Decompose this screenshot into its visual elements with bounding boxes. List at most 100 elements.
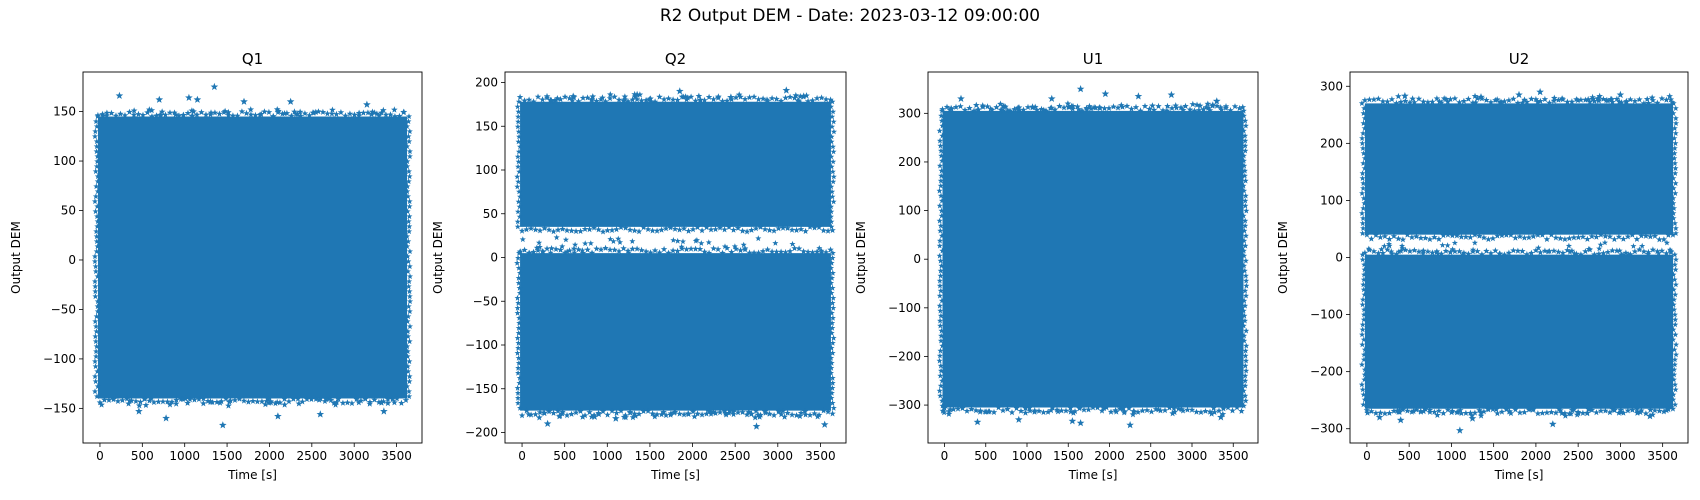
scatter-point — [828, 389, 835, 396]
scatter-point — [515, 299, 522, 306]
scatter-point — [635, 228, 643, 235]
scatter-point — [617, 239, 624, 245]
scatter-point — [276, 399, 284, 406]
scatter-point — [162, 111, 169, 118]
scatter-point — [599, 408, 607, 415]
scatter-outlier — [1076, 419, 1085, 427]
scatter-point — [1390, 407, 1398, 414]
scatter-point — [92, 333, 99, 340]
scatter-point — [566, 95, 573, 102]
scatter-point — [730, 411, 737, 418]
scatter-point — [581, 225, 589, 232]
scatter-point — [191, 396, 198, 403]
y-tick-label: 150 — [53, 105, 76, 119]
scatter-point — [766, 410, 773, 417]
scatter-point — [1363, 406, 1371, 413]
scatter-point — [830, 173, 837, 180]
scatter-point — [1112, 407, 1119, 414]
scatter-point — [1359, 230, 1366, 236]
scatter-point — [1172, 102, 1179, 109]
scatter-point — [1671, 125, 1678, 131]
scatter-point — [547, 96, 555, 104]
scatter-point — [1000, 107, 1007, 114]
scatter-point — [261, 108, 268, 115]
scatter-point — [1406, 99, 1414, 106]
scatter-point — [828, 133, 835, 140]
scatter-point — [406, 223, 413, 230]
scatter-point — [721, 226, 728, 233]
scatter-point — [1584, 235, 1591, 242]
scatter-point — [1672, 230, 1679, 236]
scatter-point — [1361, 306, 1368, 313]
scatter-point — [561, 93, 569, 100]
scatter-point — [1530, 233, 1537, 240]
scatter-point — [1242, 202, 1249, 209]
scatter-point — [269, 113, 277, 120]
scatter-outlier — [569, 92, 577, 100]
scatter-point — [1449, 232, 1456, 239]
scatter-outlier — [210, 82, 219, 91]
scatter-point — [938, 172, 945, 179]
scatter-point — [1067, 404, 1074, 411]
scatter-point — [1523, 98, 1531, 105]
scatter-point — [536, 243, 543, 250]
scatter-point — [1169, 410, 1176, 417]
scatter-point — [1647, 233, 1654, 240]
y-tick-label: 300 — [898, 106, 921, 120]
scatter-point — [698, 411, 706, 418]
scatter-point — [207, 109, 215, 116]
scatter-point — [982, 408, 990, 415]
x-axis-label: Time [s] — [650, 468, 700, 482]
scatter-point — [515, 108, 522, 115]
scatter-point — [1670, 286, 1677, 293]
scatter-point — [1360, 225, 1367, 231]
scatter-point — [945, 410, 953, 417]
scatter-point — [828, 274, 835, 281]
scatter-point — [730, 408, 737, 415]
scatter-point — [936, 277, 943, 284]
scatter-point — [939, 157, 946, 164]
scatter-point — [1577, 251, 1585, 258]
scatter-outlier — [1068, 417, 1077, 425]
scatter-point — [624, 98, 632, 105]
scatter-point — [748, 410, 755, 417]
scatter-point — [1200, 106, 1207, 113]
scatter-point — [1438, 250, 1445, 257]
scatter-point — [1435, 235, 1443, 242]
subplot-u1: 0 500 1000 1500 2000 2500 3000 3500−300−200−100… — [854, 50, 1259, 482]
scatter-point — [679, 238, 686, 245]
scatter-point — [93, 343, 100, 350]
scatter-point — [1000, 103, 1008, 110]
scatter-point — [93, 348, 100, 355]
scatter-point — [1666, 92, 1673, 100]
scatter-point — [809, 97, 816, 104]
scatter-point — [94, 308, 101, 315]
scatter-point — [710, 245, 717, 252]
scatter-point — [617, 224, 625, 231]
scatter-point — [739, 227, 746, 234]
scatter-point — [1065, 103, 1073, 111]
scatter-point — [1365, 245, 1372, 252]
scatter-point — [123, 395, 131, 402]
scatter-point — [1651, 407, 1659, 414]
x-tick-label: 2500 — [1563, 449, 1594, 463]
x-tick-label: 500 — [1398, 449, 1421, 463]
scatter-point — [1150, 106, 1158, 113]
scatter-point — [103, 109, 111, 116]
scatter-point — [195, 395, 203, 402]
scatter-point — [130, 111, 138, 118]
scatter-outlier — [1396, 416, 1405, 424]
scatter-point — [665, 249, 672, 256]
scatter-point — [333, 398, 340, 406]
scatter-series — [91, 82, 414, 429]
scatter-point — [1573, 411, 1581, 418]
scatter-point — [629, 245, 636, 252]
scatter-point — [761, 226, 769, 233]
scatter-point — [99, 112, 107, 119]
x-tick-label: 1000 — [1012, 449, 1043, 463]
scatter-point — [1672, 386, 1679, 393]
y-tick-label: 50 — [483, 207, 498, 221]
scatter-point — [1420, 407, 1427, 415]
scatter-point — [937, 372, 944, 379]
scatter-point — [108, 109, 115, 116]
